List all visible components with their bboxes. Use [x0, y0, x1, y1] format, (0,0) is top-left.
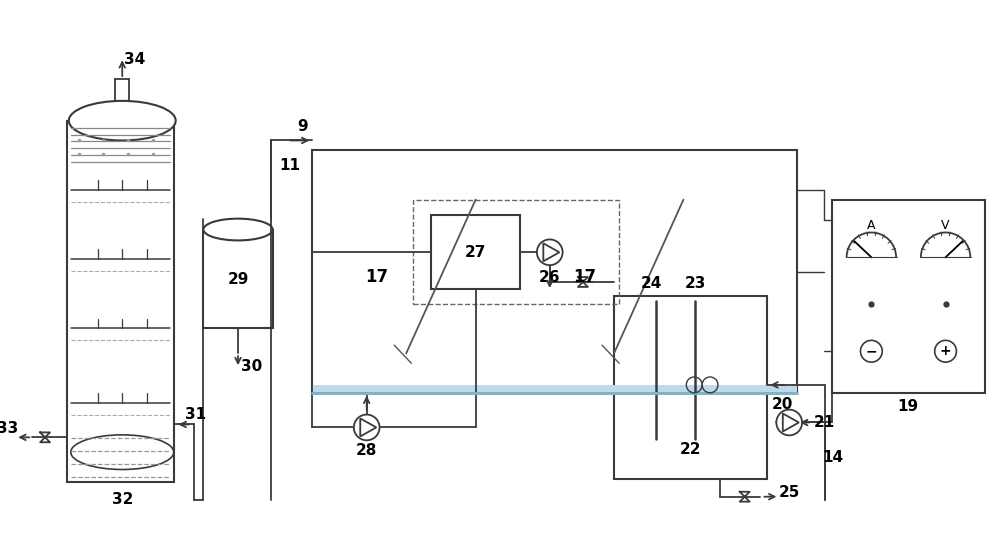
Text: 14: 14: [822, 449, 843, 465]
Text: 17: 17: [365, 268, 388, 286]
Bar: [614, 296, 767, 479]
Text: 26: 26: [539, 269, 560, 285]
Text: 28: 28: [356, 443, 377, 458]
Text: A: A: [867, 219, 876, 232]
Text: 23: 23: [685, 277, 706, 291]
Text: 21: 21: [814, 415, 835, 430]
Text: 19: 19: [897, 399, 919, 414]
Text: 22: 22: [680, 442, 701, 457]
Text: 9: 9: [297, 119, 308, 134]
Bar: [413, 200, 619, 304]
Text: 33: 33: [0, 421, 18, 436]
Text: 30: 30: [241, 358, 263, 373]
Text: 27: 27: [465, 245, 486, 260]
Text: 11: 11: [279, 158, 300, 173]
Bar: [204, 219, 272, 231]
Text: 20: 20: [772, 397, 793, 412]
Text: −: −: [866, 344, 877, 358]
Bar: [203, 230, 273, 329]
Text: 34: 34: [124, 52, 146, 67]
Bar: [68, 101, 173, 122]
Circle shape: [354, 415, 380, 440]
Circle shape: [776, 410, 802, 435]
Text: V: V: [941, 219, 950, 232]
Ellipse shape: [69, 101, 176, 140]
Bar: [832, 200, 985, 393]
Text: 31: 31: [185, 407, 206, 422]
Text: +: +: [940, 344, 951, 358]
Circle shape: [537, 239, 563, 265]
Text: 24: 24: [641, 277, 662, 291]
Bar: [312, 150, 797, 393]
Bar: [431, 215, 520, 289]
Text: 32: 32: [112, 492, 133, 507]
Bar: [67, 121, 174, 482]
Text: 17: 17: [573, 268, 596, 286]
Ellipse shape: [203, 219, 273, 240]
Text: 25: 25: [779, 485, 800, 500]
Bar: [312, 385, 797, 393]
Text: 29: 29: [227, 272, 249, 287]
